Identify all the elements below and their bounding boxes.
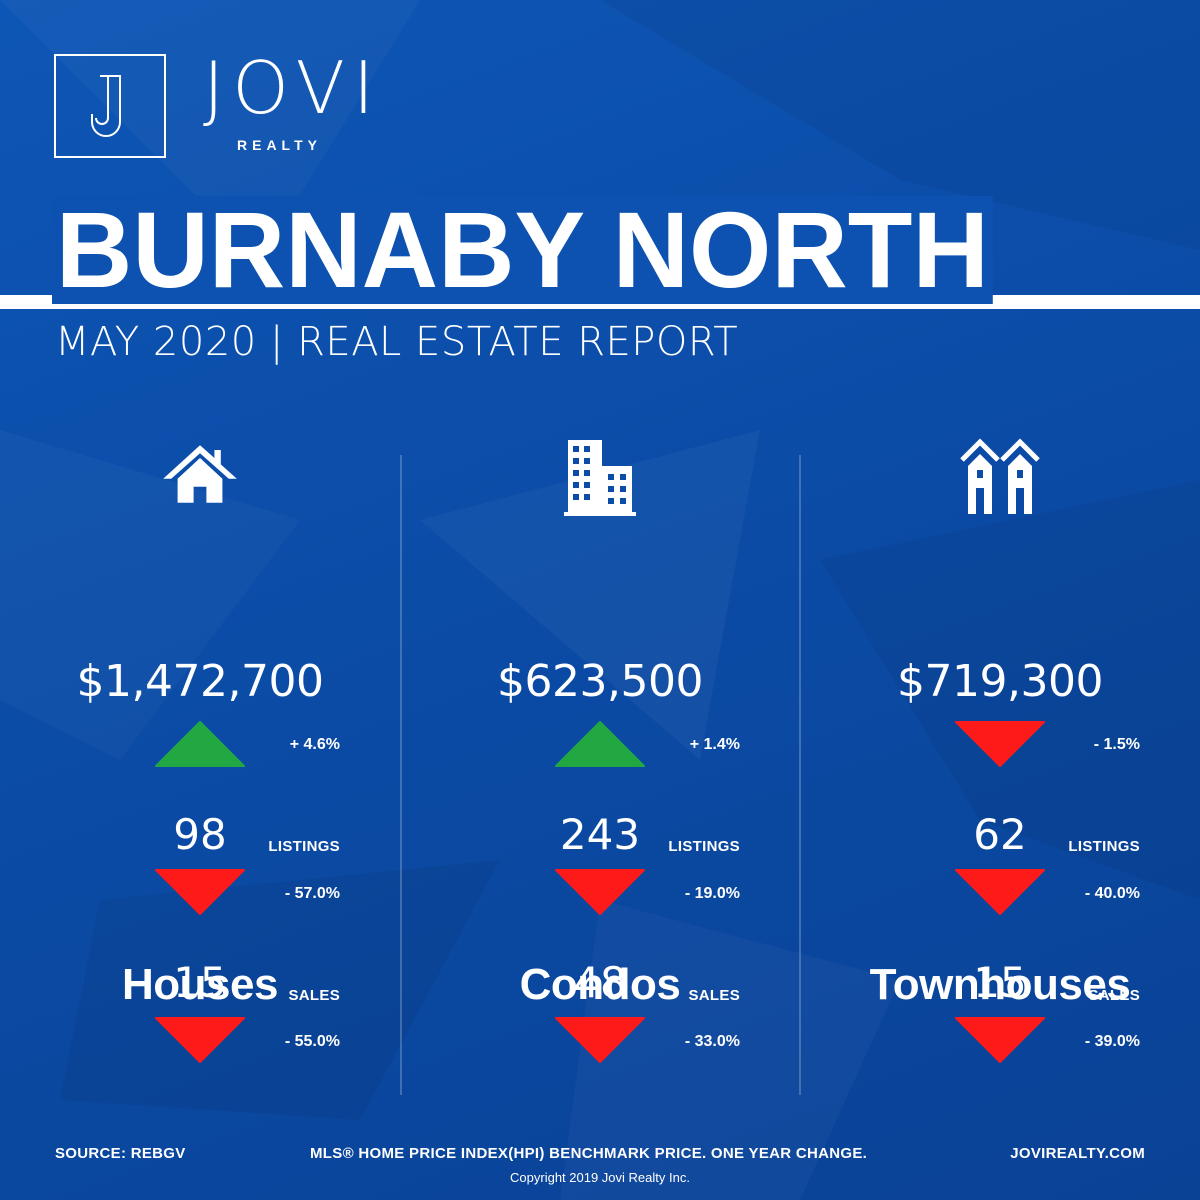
listings-change: - 57.0%	[284, 885, 340, 902]
sales-count: 48	[573, 958, 627, 1007]
price-up-arrow-icon	[155, 721, 245, 767]
sales-change: - 33.0%	[684, 1033, 740, 1050]
listings-down-arrow-icon	[955, 869, 1045, 915]
sales-label: SALES	[688, 987, 740, 1004]
listings-down-arrow-icon	[155, 869, 245, 915]
footer-note: MLS® HOME PRICE INDEX(HPI) BENCHMARK PRI…	[310, 1145, 868, 1162]
footer-website-link[interactable]: JOVIREALTY.COM	[1010, 1145, 1145, 1162]
sales-change: - 55.0%	[284, 1033, 340, 1050]
price-change: + 4.6%	[289, 736, 340, 753]
brand-sub: REALTY	[237, 137, 322, 153]
benchmark-price: $1,472,700	[76, 656, 324, 707]
column-divider	[400, 455, 402, 1095]
sales-down-arrow-icon	[955, 1017, 1045, 1063]
sales-count: 15	[173, 958, 227, 1007]
benchmark-price: $719,300	[897, 656, 1103, 707]
price-change: + 1.4%	[689, 736, 740, 753]
category-label: Condos	[519, 960, 681, 1009]
price-up-arrow-icon	[555, 721, 645, 767]
category-label: Townhouses	[869, 960, 1131, 1009]
listings-count: 98	[173, 810, 227, 859]
sales-count: 15	[973, 958, 1027, 1007]
listings-label: LISTINGS	[1068, 838, 1140, 855]
sales-down-arrow-icon	[155, 1017, 245, 1063]
brand-name: JOVI	[203, 46, 383, 130]
sales-label: SALES	[1088, 987, 1140, 1004]
footer-source: SOURCE: REBGV	[55, 1145, 186, 1162]
benchmark-price: $623,500	[497, 656, 703, 707]
logo-j-icon	[91, 75, 121, 137]
listings-down-arrow-icon	[555, 869, 645, 915]
footer-copyright: Copyright 2019 Jovi Realty Inc.	[510, 1170, 690, 1185]
sales-change: - 39.0%	[1084, 1033, 1140, 1050]
listings-count: 62	[973, 810, 1027, 859]
page-subtitle: MAY 2020 | REAL ESTATE REPORT	[55, 319, 739, 365]
logo-badge	[54, 54, 166, 158]
category-label: Houses	[122, 960, 278, 1009]
sales-down-arrow-icon	[555, 1017, 645, 1063]
column-townhouses: Townhouses $719,300 - 1.5% 62 LISTINGS -…	[800, 430, 1200, 1090]
sales-label: SALES	[288, 987, 340, 1004]
condo-building-icon	[564, 440, 636, 516]
listings-change: - 40.0%	[1084, 885, 1140, 902]
column-houses: Houses $1,472,700 + 4.6% 98 LISTINGS - 5…	[0, 430, 400, 1090]
listings-count: 243	[559, 810, 641, 859]
price-down-arrow-icon	[955, 721, 1045, 767]
listings-label: LISTINGS	[668, 838, 740, 855]
price-change: - 1.5%	[1093, 736, 1140, 753]
listings-label: LISTINGS	[268, 838, 340, 855]
page-title: BURNABY NORTH	[52, 196, 993, 304]
townhouse-icon	[960, 438, 1040, 514]
column-divider	[799, 455, 801, 1095]
listings-change: - 19.0%	[684, 885, 740, 902]
house-icon	[163, 445, 237, 503]
column-condos: Condos $623,500 + 1.4% 243 LISTINGS - 19…	[400, 430, 800, 1090]
